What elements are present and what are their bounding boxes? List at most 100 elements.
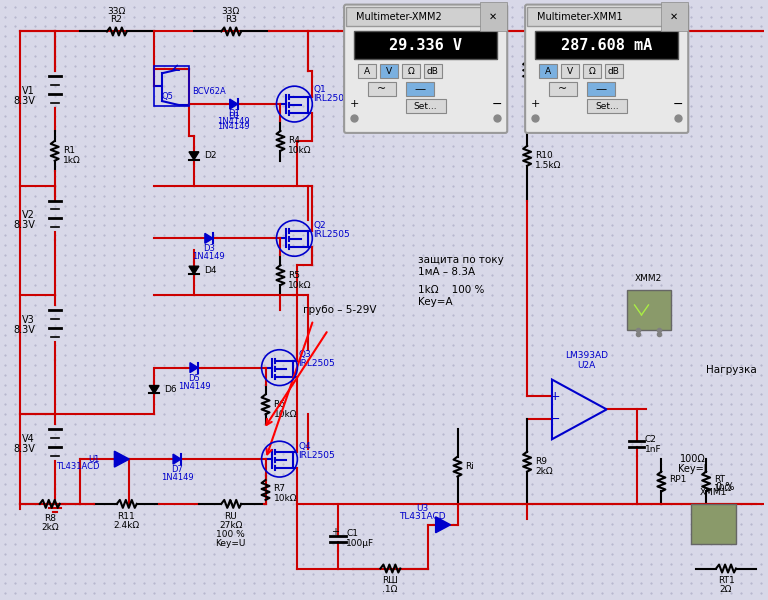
Text: Set...: Set... bbox=[414, 101, 438, 110]
Text: R11: R11 bbox=[118, 512, 135, 521]
Bar bbox=[346, 7, 505, 26]
Text: Set...: Set... bbox=[595, 101, 618, 110]
Text: IRL2505: IRL2505 bbox=[313, 230, 350, 239]
Text: D6: D6 bbox=[164, 385, 177, 394]
Polygon shape bbox=[205, 233, 213, 244]
Text: A: A bbox=[545, 67, 551, 76]
Text: dB: dB bbox=[427, 67, 439, 76]
Text: 8.3V: 8.3V bbox=[13, 444, 35, 454]
Text: TL431ACD: TL431ACD bbox=[56, 461, 100, 470]
Text: 33Ω: 33Ω bbox=[108, 7, 125, 16]
Text: ~: ~ bbox=[558, 84, 568, 94]
Text: 1.5kΩ: 1.5kΩ bbox=[535, 161, 561, 170]
Text: 8.3V: 8.3V bbox=[13, 220, 35, 230]
Text: V1: V1 bbox=[22, 86, 35, 96]
Text: BCV62A: BCV62A bbox=[192, 86, 226, 95]
Bar bbox=[539, 64, 557, 78]
Text: 100Ω: 100Ω bbox=[680, 454, 706, 464]
Text: C1: C1 bbox=[346, 529, 358, 538]
Text: —: — bbox=[595, 84, 606, 94]
Text: 287.608 mA: 287.608 mA bbox=[561, 38, 652, 53]
Text: 100μF: 100μF bbox=[346, 539, 374, 548]
Text: V: V bbox=[386, 67, 392, 76]
Text: Key=U: Key=U bbox=[216, 539, 246, 548]
Text: —: — bbox=[414, 84, 425, 94]
Text: U3: U3 bbox=[416, 505, 429, 514]
Text: V: V bbox=[567, 67, 573, 76]
Bar bbox=[535, 31, 678, 59]
Text: R9: R9 bbox=[535, 457, 547, 466]
Text: 2kΩ: 2kΩ bbox=[535, 467, 553, 476]
Text: D2: D2 bbox=[204, 151, 217, 160]
Text: R8: R8 bbox=[44, 514, 56, 523]
Bar bbox=[402, 64, 419, 78]
Text: D7: D7 bbox=[171, 465, 183, 474]
FancyBboxPatch shape bbox=[525, 5, 688, 133]
FancyBboxPatch shape bbox=[344, 5, 507, 133]
Text: Q4: Q4 bbox=[299, 442, 311, 451]
Text: C2: C2 bbox=[644, 435, 657, 444]
Bar bbox=[583, 64, 601, 78]
Text: R6: R6 bbox=[273, 400, 286, 409]
Text: +: + bbox=[349, 99, 359, 109]
Text: TL431ACD: TL431ACD bbox=[399, 512, 446, 521]
Text: 1N4149: 1N4149 bbox=[193, 252, 225, 261]
Text: RT1: RT1 bbox=[717, 577, 734, 586]
Text: 2Ω: 2Ω bbox=[720, 586, 732, 595]
Text: V4: V4 bbox=[22, 434, 35, 444]
Text: IRL2505: IRL2505 bbox=[299, 451, 335, 460]
Text: ~: ~ bbox=[377, 84, 386, 94]
Text: R4: R4 bbox=[289, 136, 300, 145]
Text: XMM2: XMM2 bbox=[635, 274, 662, 283]
Text: LM393AD: LM393AD bbox=[565, 350, 608, 359]
Text: 10Ω: 10Ω bbox=[714, 484, 733, 493]
Text: R3: R3 bbox=[225, 14, 237, 23]
Bar bbox=[406, 99, 445, 113]
Text: .1Ω: .1Ω bbox=[382, 586, 398, 595]
Text: 2kΩ: 2kΩ bbox=[41, 523, 58, 532]
Text: грубо – 5-29V: грубо – 5-29V bbox=[303, 305, 377, 315]
Bar bbox=[587, 82, 614, 96]
Text: Key=l: Key=l bbox=[677, 464, 706, 474]
Text: RP1: RP1 bbox=[670, 475, 687, 484]
Text: Multimeter-XMM1: Multimeter-XMM1 bbox=[537, 11, 623, 22]
Polygon shape bbox=[190, 362, 198, 373]
Text: R12: R12 bbox=[535, 67, 553, 76]
Text: Ω: Ω bbox=[407, 67, 414, 76]
Text: 2.4kΩ: 2.4kΩ bbox=[113, 521, 139, 530]
Text: 2kΩ: 2kΩ bbox=[535, 77, 553, 86]
Text: R2: R2 bbox=[111, 14, 122, 23]
Text: U1: U1 bbox=[88, 455, 100, 464]
Text: 1мА – 8.3A: 1мА – 8.3A bbox=[418, 267, 475, 277]
Text: R1: R1 bbox=[63, 146, 74, 155]
Text: U2A: U2A bbox=[578, 361, 596, 370]
Bar bbox=[587, 99, 627, 113]
Text: 1N4149: 1N4149 bbox=[217, 117, 250, 126]
Text: IRL2505: IRL2505 bbox=[313, 94, 350, 103]
Text: 1nF: 1nF bbox=[644, 445, 661, 454]
Text: 8.3V: 8.3V bbox=[13, 96, 35, 106]
Text: 10kΩ: 10kΩ bbox=[273, 494, 297, 503]
Bar bbox=[154, 66, 189, 106]
Text: −: − bbox=[550, 413, 560, 426]
Bar bbox=[406, 82, 434, 96]
Text: D4: D4 bbox=[204, 266, 217, 275]
Text: R5: R5 bbox=[289, 271, 300, 280]
Text: ✕: ✕ bbox=[489, 11, 498, 22]
Bar bbox=[358, 64, 376, 78]
Text: Q1: Q1 bbox=[313, 85, 326, 94]
Text: RU: RU bbox=[224, 512, 237, 521]
Polygon shape bbox=[149, 386, 159, 394]
Text: +: + bbox=[550, 390, 561, 403]
Text: защита по току: защита по току bbox=[418, 255, 504, 265]
Text: R7: R7 bbox=[273, 484, 286, 493]
Polygon shape bbox=[173, 454, 181, 464]
Polygon shape bbox=[189, 152, 199, 160]
Polygon shape bbox=[435, 517, 451, 533]
Text: ✕: ✕ bbox=[670, 11, 678, 22]
Bar bbox=[549, 82, 577, 96]
Text: Ω: Ω bbox=[588, 67, 595, 76]
Text: 1N4149: 1N4149 bbox=[161, 473, 194, 482]
Bar bbox=[368, 82, 396, 96]
Text: 10kΩ: 10kΩ bbox=[289, 146, 312, 155]
